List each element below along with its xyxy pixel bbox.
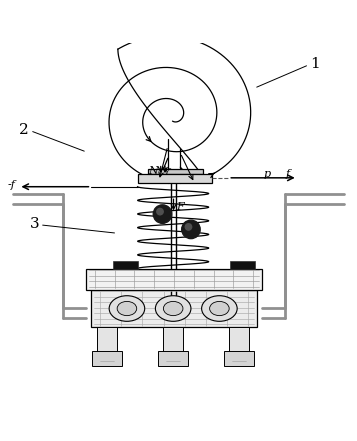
Bar: [163, 327, 183, 353]
Bar: [92, 351, 122, 366]
Bar: [137, 174, 212, 183]
Text: f: f: [286, 169, 290, 179]
Bar: [91, 290, 257, 327]
Ellipse shape: [155, 296, 191, 321]
Ellipse shape: [202, 296, 237, 321]
Bar: [113, 261, 137, 269]
Bar: [86, 269, 262, 290]
Bar: [229, 327, 249, 353]
Bar: [158, 351, 188, 366]
Ellipse shape: [117, 301, 137, 316]
Text: N: N: [148, 166, 158, 176]
Ellipse shape: [210, 301, 229, 316]
Circle shape: [185, 224, 192, 230]
Text: Y: Y: [164, 168, 170, 177]
Text: 3: 3: [30, 217, 39, 231]
Ellipse shape: [109, 296, 145, 321]
Ellipse shape: [164, 301, 183, 316]
Text: 2: 2: [19, 123, 29, 137]
Text: 1: 1: [311, 57, 320, 71]
Bar: [148, 168, 203, 174]
Bar: [97, 327, 117, 353]
Text: -f: -f: [7, 179, 15, 190]
Circle shape: [153, 205, 172, 223]
Text: p: p: [263, 169, 270, 179]
Bar: [224, 351, 254, 366]
Circle shape: [157, 209, 163, 215]
Circle shape: [182, 220, 200, 239]
Bar: [230, 261, 255, 269]
Text: F: F: [176, 202, 184, 212]
